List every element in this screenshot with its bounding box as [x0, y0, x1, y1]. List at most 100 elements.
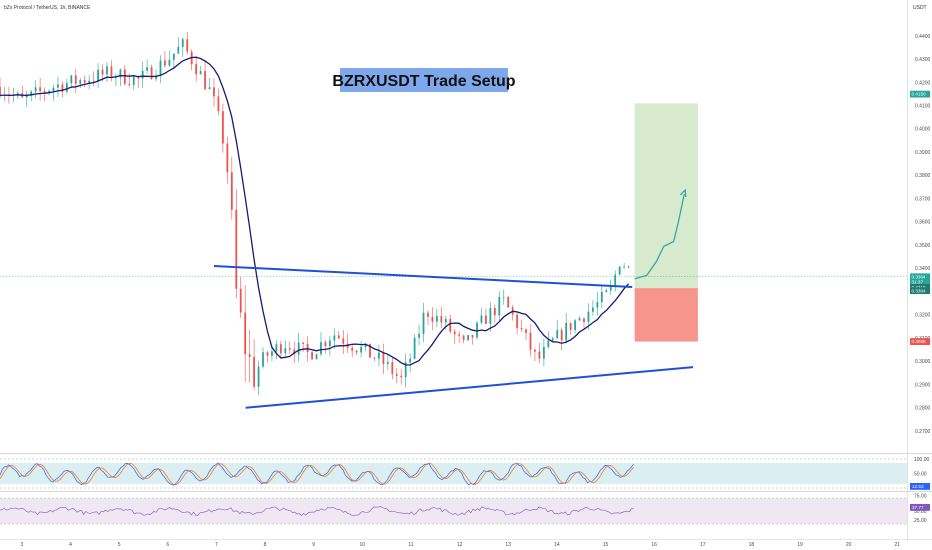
candle-body	[427, 312, 429, 317]
time-tick-label: 9	[312, 542, 315, 548]
price-tick-label: 0.4400	[915, 34, 931, 40]
time-axis[interactable]: 3 4 5 6 7 8 9 10 11 12 13 14 15 16 17 18 19 20 21	[20, 542, 900, 548]
candle-body	[551, 338, 554, 341]
candle-body	[213, 87, 215, 97]
candle-body	[279, 344, 282, 354]
price-badge	[910, 338, 930, 345]
candle-body	[115, 77, 117, 79]
candle-body	[159, 60, 162, 76]
candle-body	[128, 83, 131, 85]
candle-body	[337, 335, 340, 339]
stop-loss-zone[interactable]	[634, 288, 698, 342]
time-tick-label: 8	[264, 542, 267, 548]
candle-body	[239, 288, 242, 313]
candle-body	[132, 76, 135, 85]
candle-body	[502, 296, 505, 298]
candle-body	[462, 335, 465, 341]
projection-path[interactable]	[634, 193, 685, 280]
candle-body	[369, 343, 371, 358]
price-badge-label: 0.3364	[912, 274, 926, 279]
candle-body	[605, 290, 608, 292]
candle-body	[493, 308, 496, 316]
rsi-tick-label: 75.00	[914, 493, 927, 499]
candle-body	[97, 69, 99, 82]
candle-body	[172, 53, 175, 60]
price-badge-label: 0.4150	[912, 92, 926, 97]
candle-body	[271, 351, 273, 356]
time-tick-label: 4	[69, 542, 72, 548]
candle-body	[284, 348, 287, 354]
candle-body	[204, 71, 206, 90]
price-tick-label: 0.3700	[915, 196, 931, 202]
price-tick-label: 0.4300	[915, 57, 931, 63]
price-tick-label: 0.3900	[915, 150, 931, 156]
currency-label: USDT	[913, 5, 927, 11]
time-tick-label: 3	[20, 542, 23, 548]
candle-body	[168, 59, 171, 66]
candle-body	[516, 314, 519, 329]
candle-body	[110, 66, 113, 78]
time-tick-label: 16	[651, 542, 657, 548]
rsi-band	[0, 498, 907, 524]
rsi-oscillator-pane: 75.00 50.00 25.00 37.77	[0, 493, 930, 525]
time-tick-label: 10	[360, 542, 366, 548]
candle-body	[520, 328, 523, 330]
candle-body	[177, 46, 180, 54]
projection-arrowhead-icon	[679, 188, 687, 198]
candle-body	[311, 352, 313, 360]
candle-body	[556, 330, 559, 339]
candle-body	[275, 344, 278, 352]
stoch-d-line	[0, 462, 634, 485]
projection-arrow[interactable]	[634, 188, 687, 280]
candle-body	[328, 340, 331, 347]
candle-body	[302, 342, 305, 344]
candle-body	[235, 209, 238, 289]
time-tick-label: 13	[505, 542, 511, 548]
candle-body	[538, 351, 541, 359]
candle-body	[315, 354, 318, 360]
trendlines[interactable]	[213, 265, 694, 409]
candle-body	[364, 343, 367, 347]
candle-body	[34, 87, 37, 92]
candle-body	[422, 312, 425, 334]
chart-title-box[interactable]	[340, 68, 508, 92]
time-tick-label: 20	[846, 542, 852, 548]
time-tick-label: 15	[603, 542, 609, 548]
candle-body	[248, 354, 251, 357]
candle-body	[244, 312, 247, 355]
oscillator-value-label: 12.53	[912, 484, 924, 489]
candle-body	[627, 266, 630, 268]
lower-trendline[interactable]	[245, 366, 694, 409]
candle-body	[623, 266, 626, 268]
candle-body	[48, 90, 50, 93]
candle-body	[155, 75, 157, 80]
candle-body	[106, 66, 108, 75]
time-tick-label: 5	[118, 542, 121, 548]
candle-body	[480, 315, 483, 323]
chart-title: BZRXUSDT Trade Setup	[332, 73, 515, 90]
candle-body	[587, 311, 590, 323]
price-tick-label: 0.3400	[915, 266, 931, 272]
upper-trendline[interactable]	[213, 265, 633, 288]
price-badge-label: 31:37	[912, 280, 924, 285]
candle-body	[476, 322, 478, 338]
candle-body	[306, 343, 309, 353]
time-tick-label: 14	[554, 542, 560, 548]
candle-body	[444, 318, 447, 323]
candle-body	[373, 357, 376, 359]
candle-body	[293, 349, 296, 355]
candle-body	[186, 39, 189, 52]
target-profit-zone[interactable]	[634, 103, 698, 289]
candle-body	[542, 346, 545, 359]
candle-body	[395, 373, 398, 376]
candle-body	[596, 302, 599, 308]
candle-body	[525, 329, 527, 333]
price-tick-label: 0.3500	[915, 243, 931, 249]
time-tick-label: 21	[894, 542, 900, 548]
oscillator-tick-label: 100.00	[914, 457, 930, 463]
candle-body	[351, 347, 354, 351]
moving-average-path	[0, 56, 630, 366]
price-badge	[910, 278, 930, 286]
candle-body	[592, 307, 594, 312]
